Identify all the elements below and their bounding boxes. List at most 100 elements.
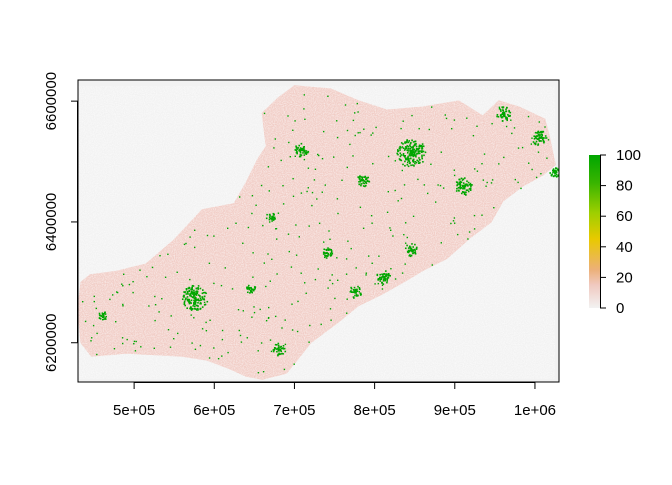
scattered-pixel <box>418 147 421 150</box>
hotspot-pixel <box>381 273 383 276</box>
scattered-pixel <box>169 346 172 348</box>
hotspot-pixel <box>295 149 297 152</box>
scattered-pixel <box>400 127 402 130</box>
hotspot-pixel <box>192 285 195 287</box>
scattered-pixel <box>485 185 487 187</box>
scattered-pixel <box>537 151 540 153</box>
hotspot-pixel <box>301 149 303 152</box>
hotspot-pixel <box>385 274 387 277</box>
scattered-pixel <box>294 155 296 157</box>
hotspot-pixel <box>102 316 105 318</box>
hotspot-pixel <box>202 291 205 294</box>
hotspot-12 <box>246 284 257 294</box>
scattered-pixel <box>431 106 433 108</box>
hotspot-pixel <box>468 188 471 190</box>
scattered-pixel <box>287 233 290 235</box>
hotspot-pixel <box>300 154 303 156</box>
hotspot-pixel <box>554 170 557 173</box>
hotspot-pixel <box>296 150 298 153</box>
hotspot-pixel <box>183 300 186 303</box>
scattered-pixel <box>189 278 191 281</box>
hotspot-pixel <box>555 167 557 170</box>
hotspot-pixel <box>186 292 189 294</box>
scattered-pixel <box>370 134 372 136</box>
scattered-pixel <box>510 119 512 121</box>
scattered-pixel <box>411 114 413 117</box>
scattered-pixel <box>183 243 186 246</box>
scattered-pixel <box>317 268 319 270</box>
scattered-pixel <box>329 238 331 240</box>
scattered-pixel <box>333 156 335 158</box>
hotspot-pixel <box>325 255 328 257</box>
hotspot-pixel <box>505 110 507 113</box>
hotspot-pixel <box>379 273 381 276</box>
scattered-pixel <box>247 226 250 229</box>
scattered-pixel <box>93 295 95 298</box>
hotspot-pixel <box>411 139 413 142</box>
hotspot-pixel <box>420 150 423 152</box>
scattered-pixel <box>242 310 244 312</box>
hotspot-pixel <box>98 314 101 316</box>
hotspot-pixel <box>102 318 104 321</box>
scattered-pixel <box>352 155 354 157</box>
scattered-pixel <box>295 224 297 226</box>
hotspot-pixel <box>199 295 201 297</box>
hotspot-pixel <box>379 278 381 281</box>
hotspot-pixel <box>410 248 412 250</box>
hotspot-pixel <box>326 252 328 254</box>
color-legend: 0 20 40 60 80 100 <box>589 147 641 317</box>
hotspot-pixel <box>399 149 401 151</box>
scattered-pixel <box>268 190 270 192</box>
hotspot-pixel <box>459 180 462 183</box>
hotspot-pixel <box>193 293 195 296</box>
hotspot-pixel <box>189 293 191 295</box>
scattered-pixel <box>173 338 175 340</box>
hotspot-pixel <box>272 217 275 219</box>
hotspot-pixel <box>421 147 424 150</box>
legend-tick-label: 100 <box>616 147 641 164</box>
scattered-pixel <box>231 288 234 290</box>
hotspot-pixel <box>418 152 421 155</box>
hotspot-pixel <box>421 150 424 152</box>
hotspot-pixel <box>307 150 310 153</box>
scattered-pixel <box>357 111 359 113</box>
scattered-pixel <box>291 303 293 305</box>
scattered-pixel <box>154 319 156 322</box>
hotspot-8 <box>532 130 548 146</box>
hotspot-pixel <box>406 163 409 166</box>
scattered-pixel <box>126 338 128 341</box>
scattered-pixel <box>334 297 336 300</box>
scattered-pixel <box>292 129 294 131</box>
y-tick-label: 6400000 <box>43 193 60 251</box>
scattered-pixel <box>133 343 135 345</box>
scattered-pixel <box>275 315 277 318</box>
scattered-pixel <box>346 166 348 169</box>
hotspot-pixel <box>414 144 417 146</box>
hotspot-pixel <box>533 135 535 137</box>
hotspot-pixel <box>417 150 419 153</box>
hotspot-pixel <box>417 152 420 155</box>
hotspot-pixel <box>411 153 414 155</box>
hotspot-pixel <box>404 141 406 143</box>
hotspot-pixel <box>465 189 468 191</box>
hotspot-pixel <box>507 114 509 116</box>
scattered-pixel <box>386 211 389 213</box>
hotspot-pixel <box>414 140 417 143</box>
scattered-pixel <box>213 235 215 237</box>
scattered-pixel <box>466 117 468 119</box>
hotspot-pixel <box>463 193 466 195</box>
scattered-pixel <box>308 341 310 343</box>
hotspot-pixel <box>384 278 387 281</box>
hotspot-pixel <box>105 315 107 318</box>
hotspot-pixel <box>424 151 427 154</box>
hotspot-pixel <box>382 280 385 282</box>
hotspot-pixel <box>279 349 282 352</box>
hotspot-pixel <box>185 288 188 290</box>
scattered-pixel <box>201 328 204 330</box>
hotspot-0 <box>181 285 209 311</box>
hotspot-pixel <box>398 147 401 150</box>
hotspot-pixel <box>99 318 102 320</box>
hotspot-pixel <box>271 218 273 220</box>
hotspot-pixel <box>421 145 424 148</box>
scattered-pixel <box>390 229 392 231</box>
